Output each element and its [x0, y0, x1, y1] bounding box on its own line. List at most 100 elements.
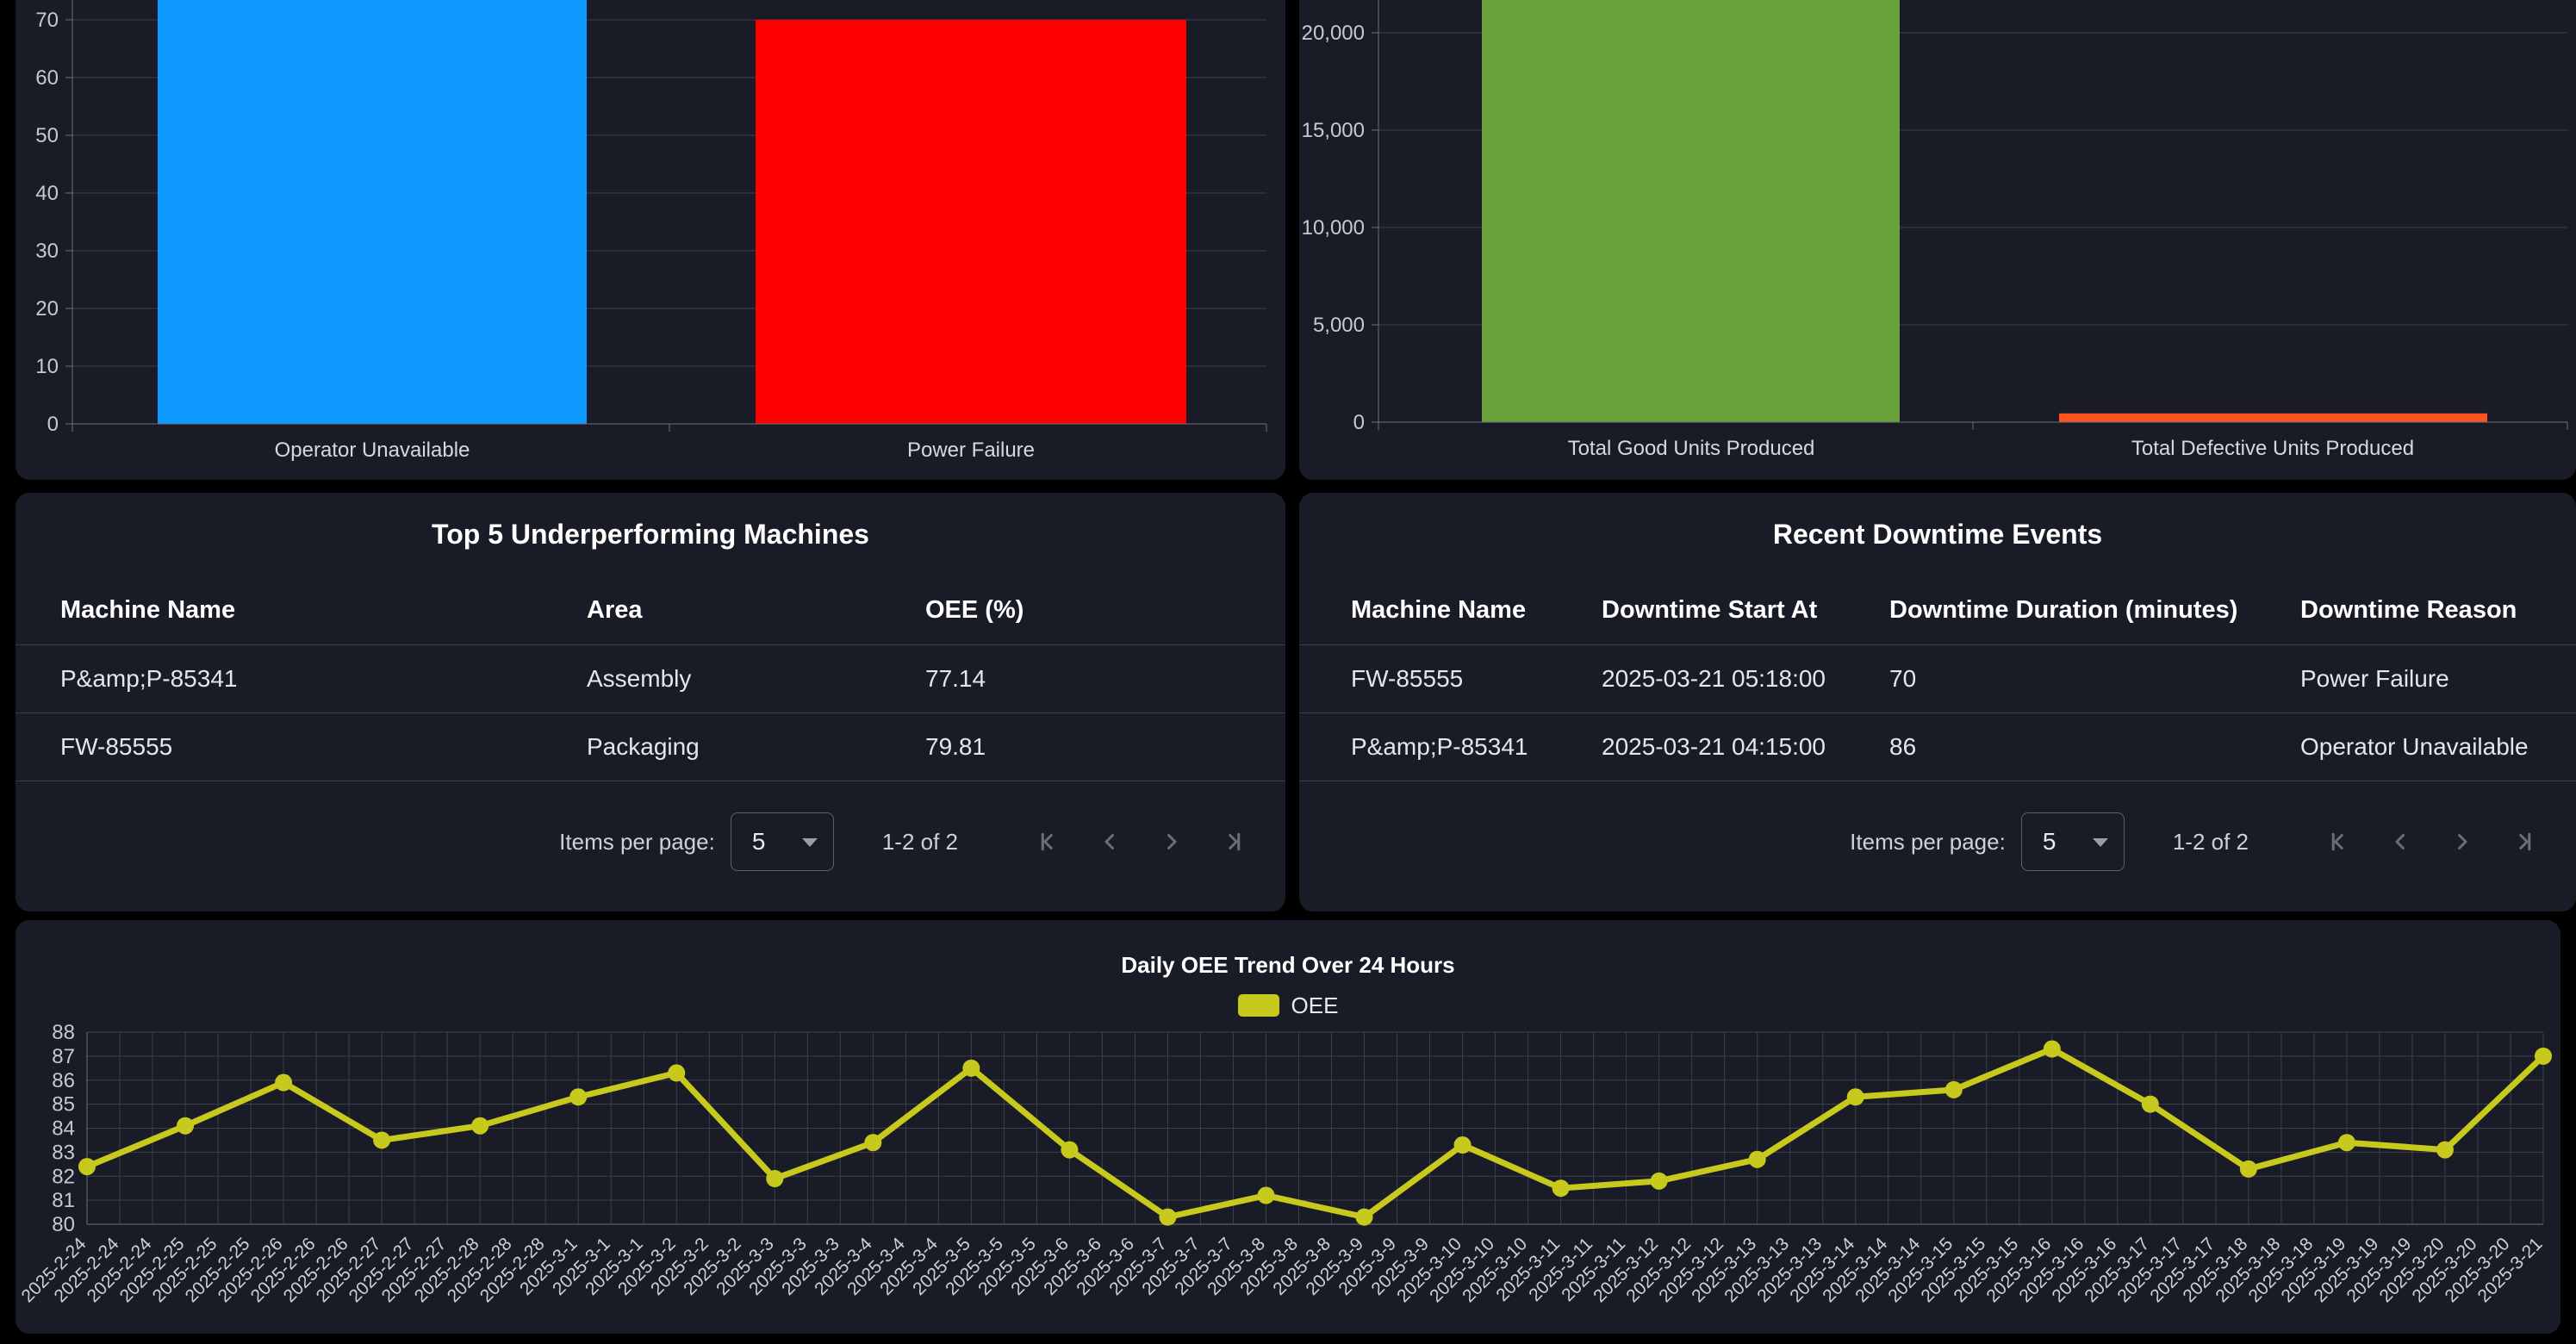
last-page-icon[interactable] — [2509, 829, 2535, 855]
bar-total-good-units-produced[interactable] — [1482, 0, 1900, 423]
first-page-icon[interactable] — [2328, 829, 2354, 855]
data-point-2025-3-11[interactable] — [1552, 1179, 1570, 1198]
y-axis-tick-label: 0 — [47, 413, 59, 436]
table-cell: Assembly — [587, 644, 925, 713]
page-range-label: 1-2 of 2 — [881, 828, 958, 855]
page-size-select[interactable]: 5 — [730, 812, 834, 871]
chevron-down-icon — [801, 838, 818, 847]
data-point-2025-3-20[interactable] — [2436, 1141, 2454, 1159]
y-axis-tick-label: 84 — [52, 1117, 75, 1141]
table-cell: P&amp;P-85341 — [16, 644, 587, 713]
table-cell: Power Failure — [2300, 644, 2576, 713]
previous-page-icon[interactable] — [1098, 829, 1123, 855]
data-point-2025-3-17[interactable] — [2141, 1095, 2159, 1113]
x-axis-category-label: Power Failure — [907, 439, 1035, 462]
y-axis-tick-label: 20 — [35, 297, 59, 320]
downtime-events-table: Machine Name Downtime Start At Downtime Du… — [1299, 576, 2576, 781]
tables-row: Top 5 Underperforming Machines Machine N… — [16, 493, 2576, 912]
data-point-2025-3-4[interactable] — [864, 1134, 882, 1152]
data-point-2025-3-10[interactable] — [1453, 1136, 1472, 1154]
column-header: Machine Name — [1299, 576, 1602, 645]
data-point-2025-2-25[interactable] — [177, 1117, 195, 1135]
underperforming-machines-panel: Top 5 Underperforming Machines Machine N… — [16, 493, 1285, 912]
next-page-icon[interactable] — [1158, 829, 1184, 855]
y-axis-tick-label: 81 — [52, 1189, 75, 1212]
oee-line-series — [84, 1046, 2547, 1221]
paginator-nav — [2293, 829, 2535, 855]
x-axis-category-label: Total Good Units Produced — [1568, 437, 1815, 460]
data-point-2025-2-27[interactable] — [373, 1131, 391, 1149]
column-header: Downtime Duration (minutes) — [1889, 576, 2300, 645]
table-row: P&amp;P-85341 Assembly 77.14 — [16, 644, 1285, 713]
data-point-2025-2-26[interactable] — [275, 1073, 293, 1092]
table-header-row: Machine Name Downtime Start At Downtime Du… — [1299, 576, 2576, 645]
x-axis-category-label: Total Defective Units Produced — [2131, 437, 2414, 460]
y-axis-tick-label: 82 — [52, 1165, 75, 1188]
table-cell: 70 — [1889, 644, 2300, 713]
table-cell: P&amp;P-85341 — [1299, 712, 1602, 781]
y-axis-tick-label: 50 — [35, 124, 59, 147]
data-point-2025-3-2[interactable] — [668, 1064, 686, 1082]
downtime-events-table-title: Recent Downtime Events — [1772, 518, 2103, 550]
downtime-events-paginator: Items per page: 5 1-2 of 2 — [1299, 812, 2576, 871]
y-axis-tick-label: 87 — [52, 1045, 75, 1068]
table-header-row: Machine Name Area OEE (%) — [16, 576, 1285, 645]
downtime-by-reason-chart-panel: 0 10 20 30 40 50 60 70 Operator Unavailable Power… — [16, 0, 1285, 480]
data-point-2025-3-3[interactable] — [766, 1170, 784, 1188]
data-point-2025-3-9[interactable] — [1355, 1208, 1373, 1226]
data-point-2025-3-7[interactable] — [1159, 1208, 1177, 1226]
underperforming-table-title: Top 5 Underperforming Machines — [432, 518, 869, 550]
table-cell: 2025-03-21 04:15:00 — [1602, 712, 1889, 781]
data-point-2025-3-16[interactable] — [2043, 1040, 2061, 1058]
page-range-label: 1-2 of 2 — [2172, 828, 2249, 855]
page-size-select[interactable]: 5 — [2020, 812, 2125, 871]
previous-page-icon[interactable] — [2388, 829, 2414, 855]
data-point-2025-3-18[interactable] — [2239, 1160, 2257, 1178]
first-page-icon[interactable] — [1037, 829, 1063, 855]
data-point-2025-3-14[interactable] — [1846, 1088, 1864, 1106]
table-cell: 2025-03-21 05:18:00 — [1602, 644, 1889, 713]
oee-trend-chart: 8081828384858687882025-2-242025-2-242025… — [18, 1024, 2552, 1306]
data-point-2025-2-24[interactable] — [78, 1158, 96, 1176]
data-point-2025-3-5[interactable] — [962, 1059, 980, 1077]
column-header: Downtime Reason — [2300, 576, 2576, 645]
data-point-2025-3-15[interactable] — [1944, 1080, 1963, 1098]
data-point-2025-3-13[interactable] — [1748, 1150, 1766, 1168]
oee-trend-legend[interactable]: OEE — [16, 992, 2560, 1018]
column-header: Machine Name — [16, 576, 587, 645]
table-cell: 86 — [1889, 712, 2300, 781]
top-charts-row: 0 10 20 30 40 50 60 70 Operator Unavailable Power… — [16, 0, 2576, 480]
next-page-icon[interactable] — [2448, 829, 2474, 855]
table-cell: 79.81 — [925, 712, 1285, 781]
table-row: P&amp;P-85341 2025-03-21 04:15:00 86 Operat… — [1299, 712, 2576, 781]
table-cell: FW-85555 — [16, 712, 587, 781]
table-row: FW-85555 Packaging 79.81 — [16, 712, 1285, 781]
data-point-2025-3-19[interactable] — [2337, 1134, 2355, 1152]
bar-total-defective-units-produced[interactable] — [2059, 413, 2487, 422]
data-point-2025-2-28[interactable] — [471, 1117, 489, 1135]
oee-trend-title: Daily OEE Trend Over 24 Hours — [1121, 952, 1455, 978]
y-axis-tick-label: 10 — [35, 355, 59, 378]
last-page-icon[interactable] — [1218, 829, 1244, 855]
y-axis-tick-label: 40 — [35, 182, 59, 205]
y-axis-tick-label: 85 — [52, 1093, 75, 1117]
data-point-2025-3-8[interactable] — [1257, 1186, 1275, 1204]
data-point-2025-3-12[interactable] — [1650, 1172, 1668, 1190]
data-point-2025-3-1[interactable] — [569, 1088, 588, 1106]
bar-power-failure[interactable] — [756, 20, 1186, 424]
items-per-page-label: Items per page: — [1850, 828, 2006, 855]
data-point-2025-3-21[interactable] — [2535, 1047, 2552, 1065]
underperforming-paginator: Items per page: 5 1-2 of 2 — [16, 812, 1285, 871]
downtime-events-panel: Recent Downtime Events Machine Name Downt… — [1299, 493, 2576, 912]
y-axis-tick-label: 80 — [52, 1213, 75, 1236]
bar-operator-unavailable[interactable] — [158, 0, 587, 425]
y-axis-tick-label: 88 — [52, 1024, 75, 1044]
data-point-2025-3-6[interactable] — [1061, 1141, 1079, 1159]
column-header: OEE (%) — [925, 576, 1285, 645]
table-cell: 77.14 — [925, 644, 1285, 713]
page-size-value: 5 — [2042, 828, 2056, 855]
table-cell: Packaging — [587, 712, 925, 781]
units-produced-chart: 0 5,000 10,000 15,000 20,000 Total Good Units… — [1302, 0, 2568, 460]
paginator-nav — [1003, 829, 1244, 855]
